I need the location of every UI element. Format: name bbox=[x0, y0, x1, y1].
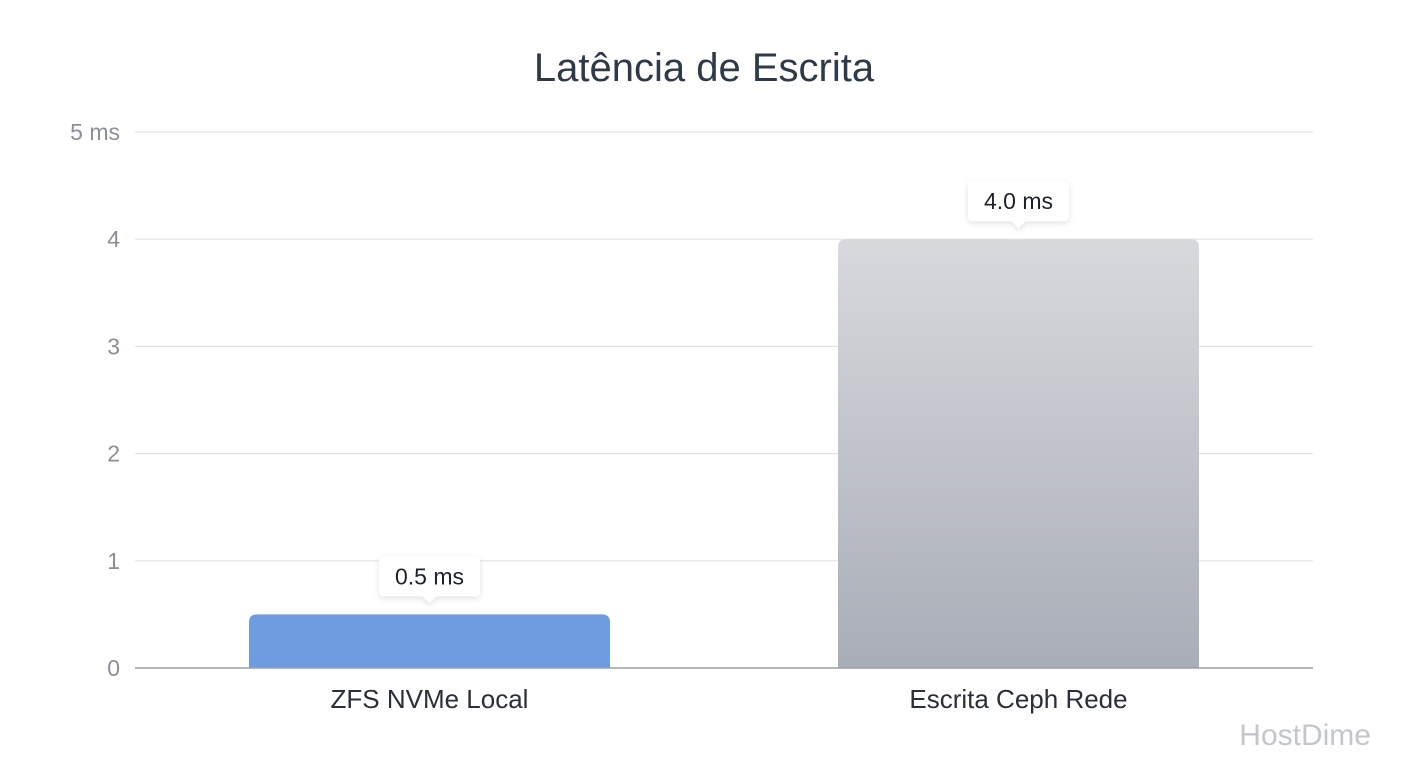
y-tick-label-5: 5 ms bbox=[70, 119, 120, 145]
data-label-text-0: 0.5 ms bbox=[395, 563, 464, 589]
y-tick-label-4: 4 bbox=[107, 226, 120, 252]
y-tick-label-0: 0 bbox=[107, 655, 120, 681]
data-label-0: 0.5 ms bbox=[379, 556, 480, 604]
y-tick-label-3: 3 bbox=[107, 333, 120, 359]
y-tick-label-1: 1 bbox=[107, 548, 120, 574]
data-labels: 0.5 ms 4.0 ms bbox=[379, 181, 1069, 604]
chart-title: Latência de Escrita bbox=[534, 46, 875, 90]
data-label-box-1 bbox=[968, 181, 1069, 229]
x-tick-label-1: Escrita Ceph Rede bbox=[909, 684, 1127, 714]
x-tick-label-0: ZFS NVMe Local bbox=[331, 684, 529, 714]
y-axis-tick-labels: 0 1 2 3 4 5 ms bbox=[70, 119, 120, 681]
data-label-1: 4.0 ms bbox=[968, 181, 1069, 229]
bar-1 bbox=[838, 239, 1199, 668]
bars bbox=[249, 239, 1199, 668]
data-label-box-0 bbox=[379, 556, 480, 604]
bar-0 bbox=[249, 614, 610, 668]
hostdime-watermark-logo: HostDime bbox=[1239, 719, 1371, 752]
y-tick-label-2: 2 bbox=[107, 441, 120, 467]
x-axis-tick-labels: ZFS NVMe Local Escrita Ceph Rede bbox=[331, 684, 1128, 714]
data-label-text-1: 4.0 ms bbox=[984, 188, 1053, 214]
